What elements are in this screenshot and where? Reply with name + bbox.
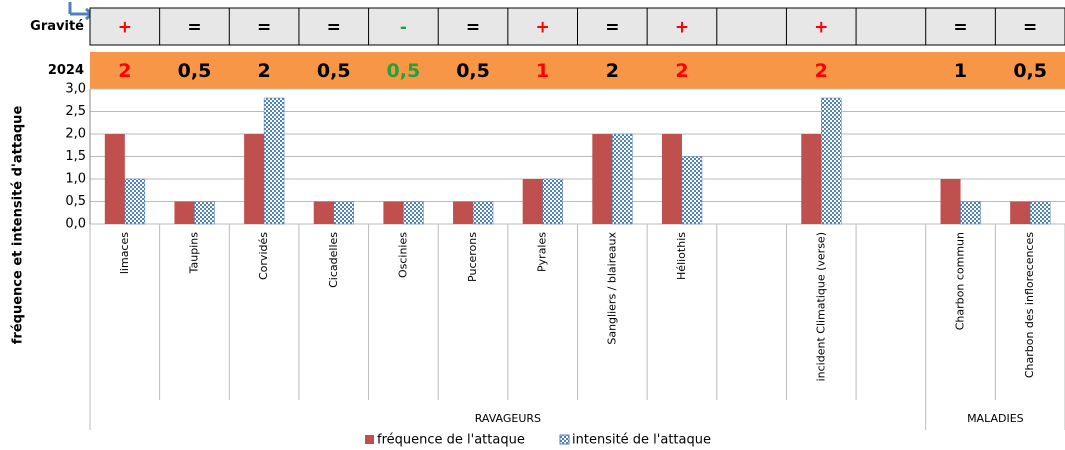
x-tick-label: Oscinies — [396, 232, 409, 278]
bar — [960, 201, 981, 225]
cell-text: 2 — [118, 60, 131, 82]
bar — [124, 178, 146, 225]
x-tick-label: Corvidés — [257, 232, 270, 280]
cell-text: 0,5 — [1013, 60, 1047, 82]
cell-text: + — [814, 18, 828, 38]
y-tick-label: 2,0 — [65, 127, 86, 142]
cell-text: 2 — [675, 60, 688, 82]
bar — [940, 179, 961, 224]
bar — [661, 134, 682, 224]
y-axis-label: fréquence et intensité d'attaque — [11, 106, 26, 345]
x-tick-label: Charbon commun — [954, 232, 967, 330]
y-tick-label: 2,5 — [65, 104, 86, 119]
y-tick-label: 0,5 — [65, 194, 86, 209]
x-tick-label: Charbon des inflorecences — [1023, 232, 1036, 378]
row-background — [90, 52, 1065, 89]
cell-text: 0,5 — [456, 60, 490, 82]
cell-text: 2 — [606, 60, 619, 82]
cell-text: 2 — [815, 60, 828, 82]
y-tick-label: 1,5 — [65, 149, 86, 164]
bar — [244, 134, 265, 224]
x-tick-label: Taupins — [187, 232, 200, 275]
cell-text: + — [675, 18, 689, 38]
bar — [1010, 201, 1031, 224]
bar — [681, 156, 703, 225]
cell-text: 0,5 — [317, 60, 351, 82]
bar — [194, 201, 215, 225]
group-label: MALADIES — [967, 412, 1024, 425]
bar — [542, 178, 563, 225]
cell-text: = — [257, 18, 271, 38]
bar — [313, 201, 334, 224]
cell-text: 1 — [954, 60, 967, 82]
row-label: Gravité — [30, 19, 84, 34]
row-label: 2024 — [48, 63, 84, 78]
cell-text: 0,5 — [387, 60, 421, 82]
bar — [801, 134, 822, 224]
cell-text: = — [466, 18, 480, 38]
bar — [263, 97, 285, 225]
bar — [612, 133, 633, 225]
bar — [821, 97, 842, 225]
bar — [104, 134, 125, 224]
cell-text: 2 — [257, 60, 270, 82]
cell-text: = — [605, 18, 619, 38]
legend-swatch — [559, 434, 570, 445]
x-tick-label: Cicadelles — [327, 232, 340, 288]
bar — [472, 201, 494, 225]
cell-text: = — [327, 18, 341, 38]
cell-text: = — [1023, 18, 1037, 38]
cell-text: - — [400, 18, 407, 38]
x-tick-label: incident Climatique (verse) — [814, 232, 827, 381]
x-tick-label: Héliothis — [675, 232, 688, 280]
legend-swatch — [365, 435, 374, 444]
cell-text: = — [187, 18, 201, 38]
x-tick-label: Pyrales — [536, 232, 549, 272]
bar — [383, 201, 404, 224]
bar — [333, 201, 354, 225]
bar — [522, 179, 543, 224]
group-label: RAVAGEURS — [475, 412, 541, 425]
cell-text: + — [536, 18, 550, 38]
cell-text: = — [953, 18, 967, 38]
y-tick-label: 3,0 — [65, 82, 86, 97]
x-tick-label: Pucerons — [466, 232, 479, 282]
bar — [403, 201, 424, 225]
x-tick-label: Sangliers / blaireaux — [605, 232, 618, 345]
y-tick-label: 1,0 — [65, 172, 86, 187]
cell-text: 0,5 — [178, 60, 212, 82]
corner-arrow — [68, 2, 95, 21]
bar — [592, 134, 613, 224]
cell-text: 1 — [536, 60, 549, 82]
bar — [174, 201, 195, 224]
x-tick-label: limaces — [118, 232, 131, 274]
legend-label: intensité de l'attaque — [572, 433, 711, 448]
bar — [1029, 201, 1051, 225]
legend-label: fréquence de l'attaque — [377, 433, 525, 448]
bar — [453, 201, 474, 224]
y-tick-label: 0,0 — [65, 217, 86, 232]
cell-text: + — [118, 18, 132, 38]
